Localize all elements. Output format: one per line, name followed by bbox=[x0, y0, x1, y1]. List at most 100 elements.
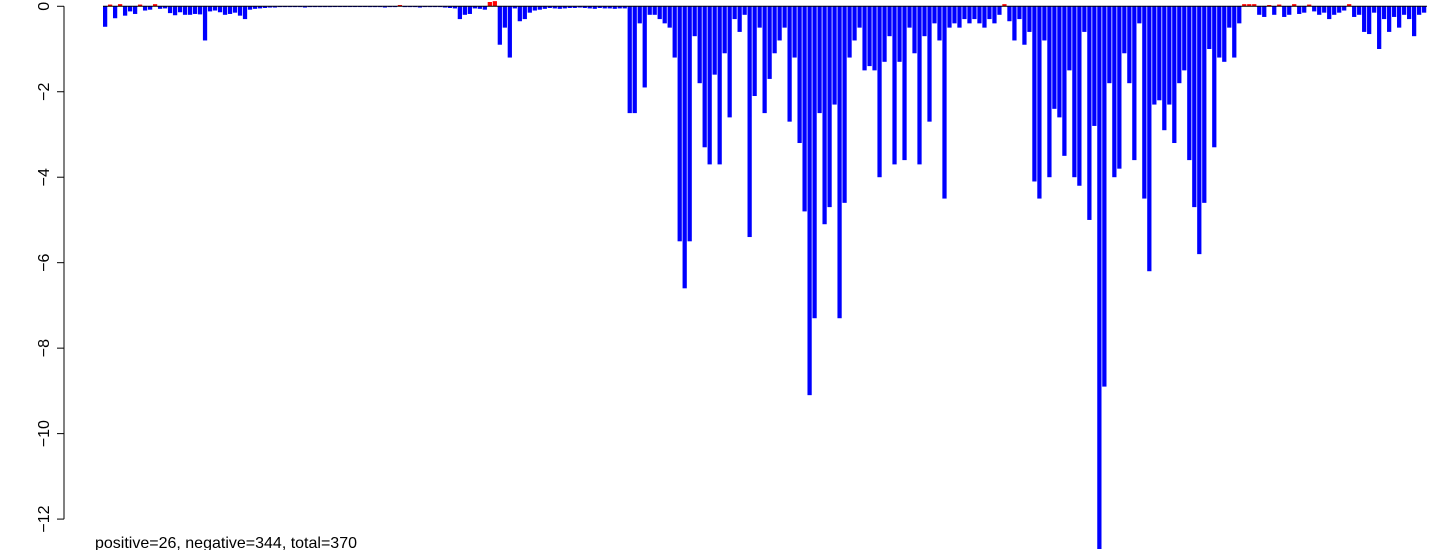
bar-negative bbox=[987, 6, 992, 20]
bar-negative bbox=[1072, 6, 1077, 178]
bar-negative bbox=[1022, 6, 1027, 45]
bar-negative bbox=[702, 6, 707, 148]
bar-negative bbox=[647, 6, 652, 15]
bar-negative bbox=[1157, 6, 1162, 101]
bar-negative bbox=[1362, 6, 1367, 32]
bar-negative bbox=[907, 6, 912, 28]
bar-negative bbox=[122, 6, 128, 16]
bar-negative bbox=[532, 6, 537, 11]
bar-negative bbox=[832, 6, 837, 105]
bar-negative bbox=[217, 6, 223, 13]
bar-negative bbox=[1097, 6, 1102, 549]
bar-negative bbox=[202, 6, 208, 41]
bar-negative bbox=[1312, 6, 1317, 12]
bar-negative bbox=[677, 6, 682, 242]
bar-negative bbox=[1357, 6, 1362, 15]
y-tick-label: −2 bbox=[36, 83, 53, 101]
bar-negative bbox=[207, 6, 213, 12]
bar-negative bbox=[1402, 6, 1407, 15]
bar-negative bbox=[1162, 6, 1167, 131]
bar-negative bbox=[557, 6, 562, 9]
bar-negative bbox=[827, 6, 832, 208]
bar-negative bbox=[952, 6, 957, 24]
bar-negative bbox=[267, 6, 273, 8]
bar-negative bbox=[837, 6, 842, 319]
bar-negative bbox=[237, 6, 243, 16]
bar-negative bbox=[572, 6, 577, 8]
bar-negative bbox=[752, 6, 757, 97]
bar-negative bbox=[937, 6, 942, 41]
bar-negative bbox=[767, 6, 772, 79]
bar-negative bbox=[922, 6, 927, 37]
bar-negative bbox=[472, 6, 477, 9]
bar-negative bbox=[727, 6, 732, 118]
bar-negative bbox=[497, 6, 502, 45]
bar-negative bbox=[552, 6, 557, 9]
bar-negative bbox=[997, 6, 1002, 15]
bar-negative bbox=[1017, 6, 1022, 20]
bar-positive bbox=[1277, 4, 1282, 7]
bar-negative bbox=[887, 6, 892, 37]
bar-negative bbox=[1412, 6, 1417, 37]
bar-negative bbox=[542, 6, 547, 9]
bar-negative bbox=[162, 6, 168, 9]
bar-negative bbox=[187, 6, 193, 15]
bar-negative bbox=[577, 6, 582, 8]
bar-negative bbox=[812, 6, 817, 319]
bar-negative bbox=[1332, 6, 1337, 15]
bar-negative bbox=[697, 6, 702, 84]
bar-negative bbox=[1122, 6, 1127, 54]
bar-negative bbox=[1112, 6, 1117, 178]
bar-negative bbox=[622, 6, 627, 9]
bar-negative bbox=[802, 6, 807, 212]
bar-negative bbox=[1372, 6, 1377, 13]
bar-negative bbox=[1317, 6, 1322, 15]
bar-negative bbox=[1047, 6, 1052, 178]
bar-negative bbox=[657, 6, 662, 20]
bar-negative bbox=[1262, 6, 1267, 17]
bar-negative bbox=[517, 6, 522, 22]
bar-negative bbox=[507, 6, 512, 58]
bar-negative bbox=[177, 6, 183, 13]
bar-negative bbox=[717, 6, 722, 165]
bar-negative bbox=[757, 6, 762, 28]
bar-negative bbox=[302, 6, 308, 8]
bar-negative bbox=[1197, 6, 1202, 255]
bar-negative bbox=[662, 6, 667, 24]
bar-negative bbox=[642, 6, 647, 88]
bar-negative bbox=[1382, 6, 1387, 20]
bar-negative bbox=[1052, 6, 1057, 109]
bar-negative bbox=[1102, 6, 1107, 387]
bar-negative bbox=[942, 6, 947, 199]
bar-negative bbox=[512, 6, 517, 9]
bar-negative bbox=[247, 6, 253, 10]
bar-negative bbox=[817, 6, 822, 114]
bar-negative bbox=[857, 6, 862, 28]
bar-positive bbox=[397, 4, 403, 7]
bar-negative bbox=[272, 6, 278, 8]
bar-negative bbox=[132, 6, 138, 14]
bar-negative bbox=[842, 6, 847, 203]
bar-negative bbox=[262, 6, 268, 8]
bar-negative bbox=[477, 6, 482, 9]
bar-negative bbox=[1237, 6, 1242, 24]
bar-negative bbox=[252, 6, 258, 9]
y-tick-label: −8 bbox=[36, 339, 53, 357]
bar-negative bbox=[862, 6, 867, 71]
bar-negative bbox=[1152, 6, 1157, 105]
bar-negative bbox=[547, 6, 552, 8]
y-tick-label: −12 bbox=[36, 505, 53, 532]
bar-negative bbox=[902, 6, 907, 161]
bar-negative bbox=[787, 6, 792, 122]
bar-negative bbox=[917, 6, 922, 165]
bar-negative bbox=[1367, 6, 1372, 35]
bar-negative bbox=[182, 6, 188, 15]
bar-negative bbox=[442, 6, 447, 8]
bar-negative bbox=[637, 6, 642, 24]
bar-negative bbox=[1322, 6, 1327, 13]
bar-negative bbox=[1202, 6, 1207, 203]
bar-negative bbox=[777, 6, 782, 41]
bar-negative bbox=[807, 6, 812, 396]
bar-negative bbox=[103, 6, 108, 27]
